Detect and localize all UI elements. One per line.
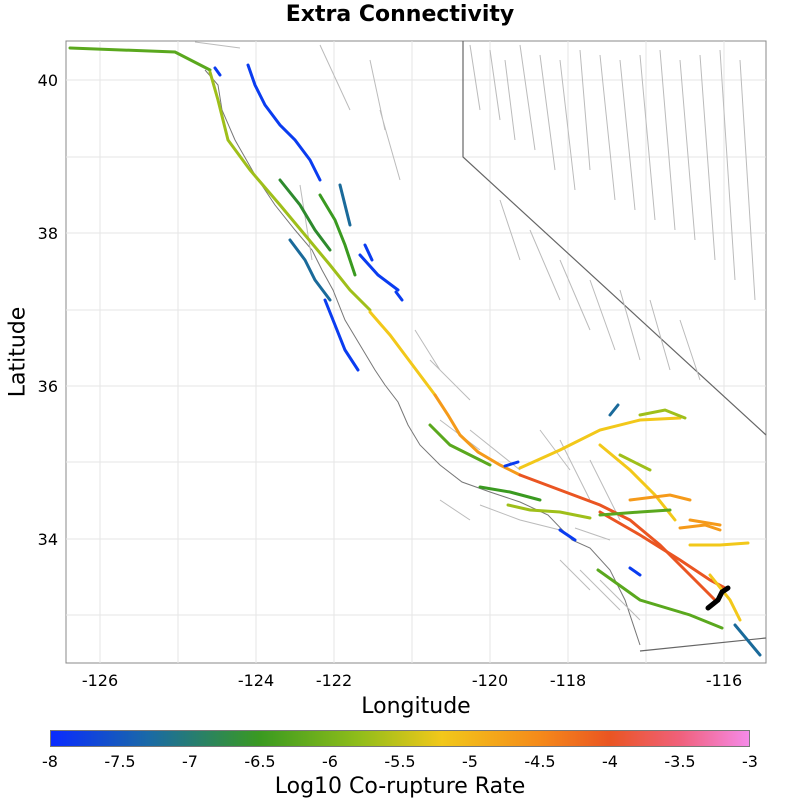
colorbar-tick-label: -8	[42, 752, 58, 771]
colorbar-tick-label: -7.5	[104, 752, 136, 771]
x-tick-1: -124	[238, 671, 274, 690]
source-rupture-black	[705, 585, 731, 611]
camp-rock-trace	[618, 453, 652, 472]
green-valley-trace	[338, 183, 352, 227]
x-tick-4: -118	[550, 671, 586, 690]
y-tick-2: 36	[38, 377, 58, 396]
y-axis-label: Latitude	[5, 306, 31, 398]
x-tick-0: -126	[82, 671, 118, 690]
san-andreas-central-trace	[433, 393, 522, 477]
transverse-ranges-trace-7	[628, 493, 692, 502]
x-tick-2: -122	[316, 671, 352, 690]
garlock-trace	[518, 416, 682, 470]
cucamonga-trace	[688, 518, 722, 527]
san-gregorio-trace	[323, 298, 360, 372]
concord-trace	[358, 253, 400, 292]
colorbar-tick-label: -3.5	[664, 752, 696, 771]
colorbar-tick-label: -7	[182, 752, 198, 771]
colorbar	[50, 730, 750, 747]
transverse-ranges-trace-2	[478, 485, 542, 502]
colorbar-tick-label: -5	[462, 752, 478, 771]
fault-traces	[68, 46, 762, 657]
colorbar-tick-label: -3	[742, 752, 758, 771]
y-tick-3: 34	[38, 530, 58, 549]
elsinore-trace	[596, 568, 724, 630]
whittier-trace	[628, 566, 642, 577]
san-andreas-south-trace	[518, 473, 717, 602]
blackwater-trace	[608, 403, 620, 417]
transverse-ranges-trace-3	[506, 503, 592, 520]
imperial-trace	[733, 623, 762, 657]
plot-frame	[65, 40, 767, 664]
colorbar-tick-label: -6	[322, 752, 338, 771]
helendale-trace	[598, 443, 677, 522]
y-tick-0: 40	[38, 71, 58, 90]
landers-trace	[688, 541, 750, 547]
x-tick-5: -116	[706, 671, 742, 690]
x-tick-3: -120	[472, 671, 508, 690]
transverse-ranges-trace-4	[598, 508, 672, 517]
fault-section-outlines	[194, 41, 756, 621]
maacama-trace	[213, 66, 222, 77]
colorbar-label: Log10 Co-rupture Rate	[274, 774, 526, 799]
axis-ticks: -126 -124 -122 -120 -118 -116 40 38 36 3…	[38, 71, 743, 690]
pinto-mountain-trace	[678, 523, 722, 532]
san-andreas-creeping-trace	[368, 310, 437, 397]
transverse-ranges-trace-5	[503, 460, 520, 468]
x-axis-label: Longitude	[361, 694, 471, 719]
san-andreas-coachella-trace	[708, 573, 742, 622]
colorbar-tick-label: -6.5	[244, 752, 276, 771]
transverse-ranges-trace-1	[428, 423, 492, 467]
y-tick-1: 38	[38, 224, 58, 243]
greenville-trace	[363, 243, 374, 262]
map-title: Extra Connectivity	[285, 2, 515, 27]
colorbar-tick-label: -5.5	[384, 752, 416, 771]
hayward-trace	[278, 178, 332, 252]
rodgers-creek-trace	[288, 238, 332, 302]
ortigalita-trace	[394, 290, 404, 302]
colorbar-tick-label: -4.5	[524, 752, 556, 771]
bartlett-springs-trace	[246, 63, 322, 182]
colorbar-tick-label: -4	[602, 752, 618, 771]
mendocino-fault-trace	[68, 46, 212, 72]
calaveras-trace	[318, 193, 357, 277]
state-borders	[462, 41, 767, 652]
north-coast-san-andreas-trace	[208, 70, 372, 312]
owens-valley-trace	[638, 408, 687, 420]
transverse-ranges-trace-6	[558, 528, 577, 542]
